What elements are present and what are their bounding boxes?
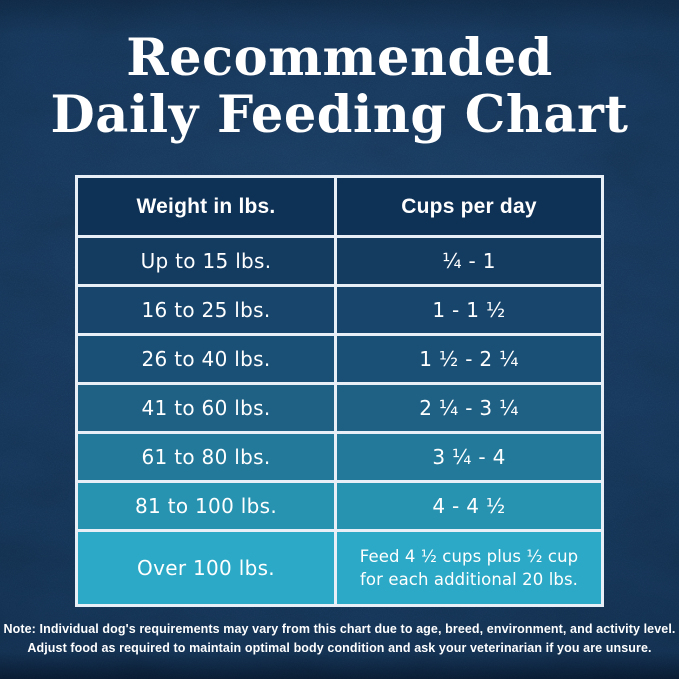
cups-cell-row-3: 1 ½ - 2 ¼ <box>337 336 601 382</box>
weight-cell-row-1: Up to 15 lbs. <box>78 238 334 284</box>
weight-cell-row-5: 61 to 80 lbs. <box>78 434 334 480</box>
cups-cell-row-7: Feed 4 ½ cups plus ½ cup for each additi… <box>337 532 601 604</box>
column-header-weight: Weight in lbs. <box>78 178 334 235</box>
weight-cell-row-2: 16 to 25 lbs. <box>78 287 334 333</box>
weight-cell-row-4: 41 to 60 lbs. <box>78 385 334 431</box>
cups-cell-row-2: 1 - 1 ½ <box>337 287 601 333</box>
weight-cell-row-6: 81 to 100 lbs. <box>78 483 334 529</box>
footnote-line1: Note: Individual dog's requirements may … <box>3 622 676 636</box>
page-title-line1: Recommended <box>126 28 553 88</box>
weight-cell-row-7: Over 100 lbs. <box>78 532 334 604</box>
cups-cell-row-1: ¼ - 1 <box>337 238 601 284</box>
feeding-table: Weight in lbs. Cups per day Up to 15 lbs… <box>75 175 604 607</box>
footnote-line2: Adjust food as required to maintain opti… <box>27 641 652 655</box>
cups-cell-row-5: 3 ¼ - 4 <box>337 434 601 480</box>
column-header-cups: Cups per day <box>337 178 601 235</box>
page-title: Recommended Daily Feeding Chart <box>0 30 679 144</box>
weight-cell-row-3: 26 to 40 lbs. <box>78 336 334 382</box>
footnote: Note: Individual dog's requirements may … <box>0 620 679 658</box>
page-title-line2: Daily Feeding Chart <box>50 85 629 145</box>
cups-cell-row-4: 2 ¼ - 3 ¼ <box>337 385 601 431</box>
cups-cell-row-6: 4 - 4 ½ <box>337 483 601 529</box>
